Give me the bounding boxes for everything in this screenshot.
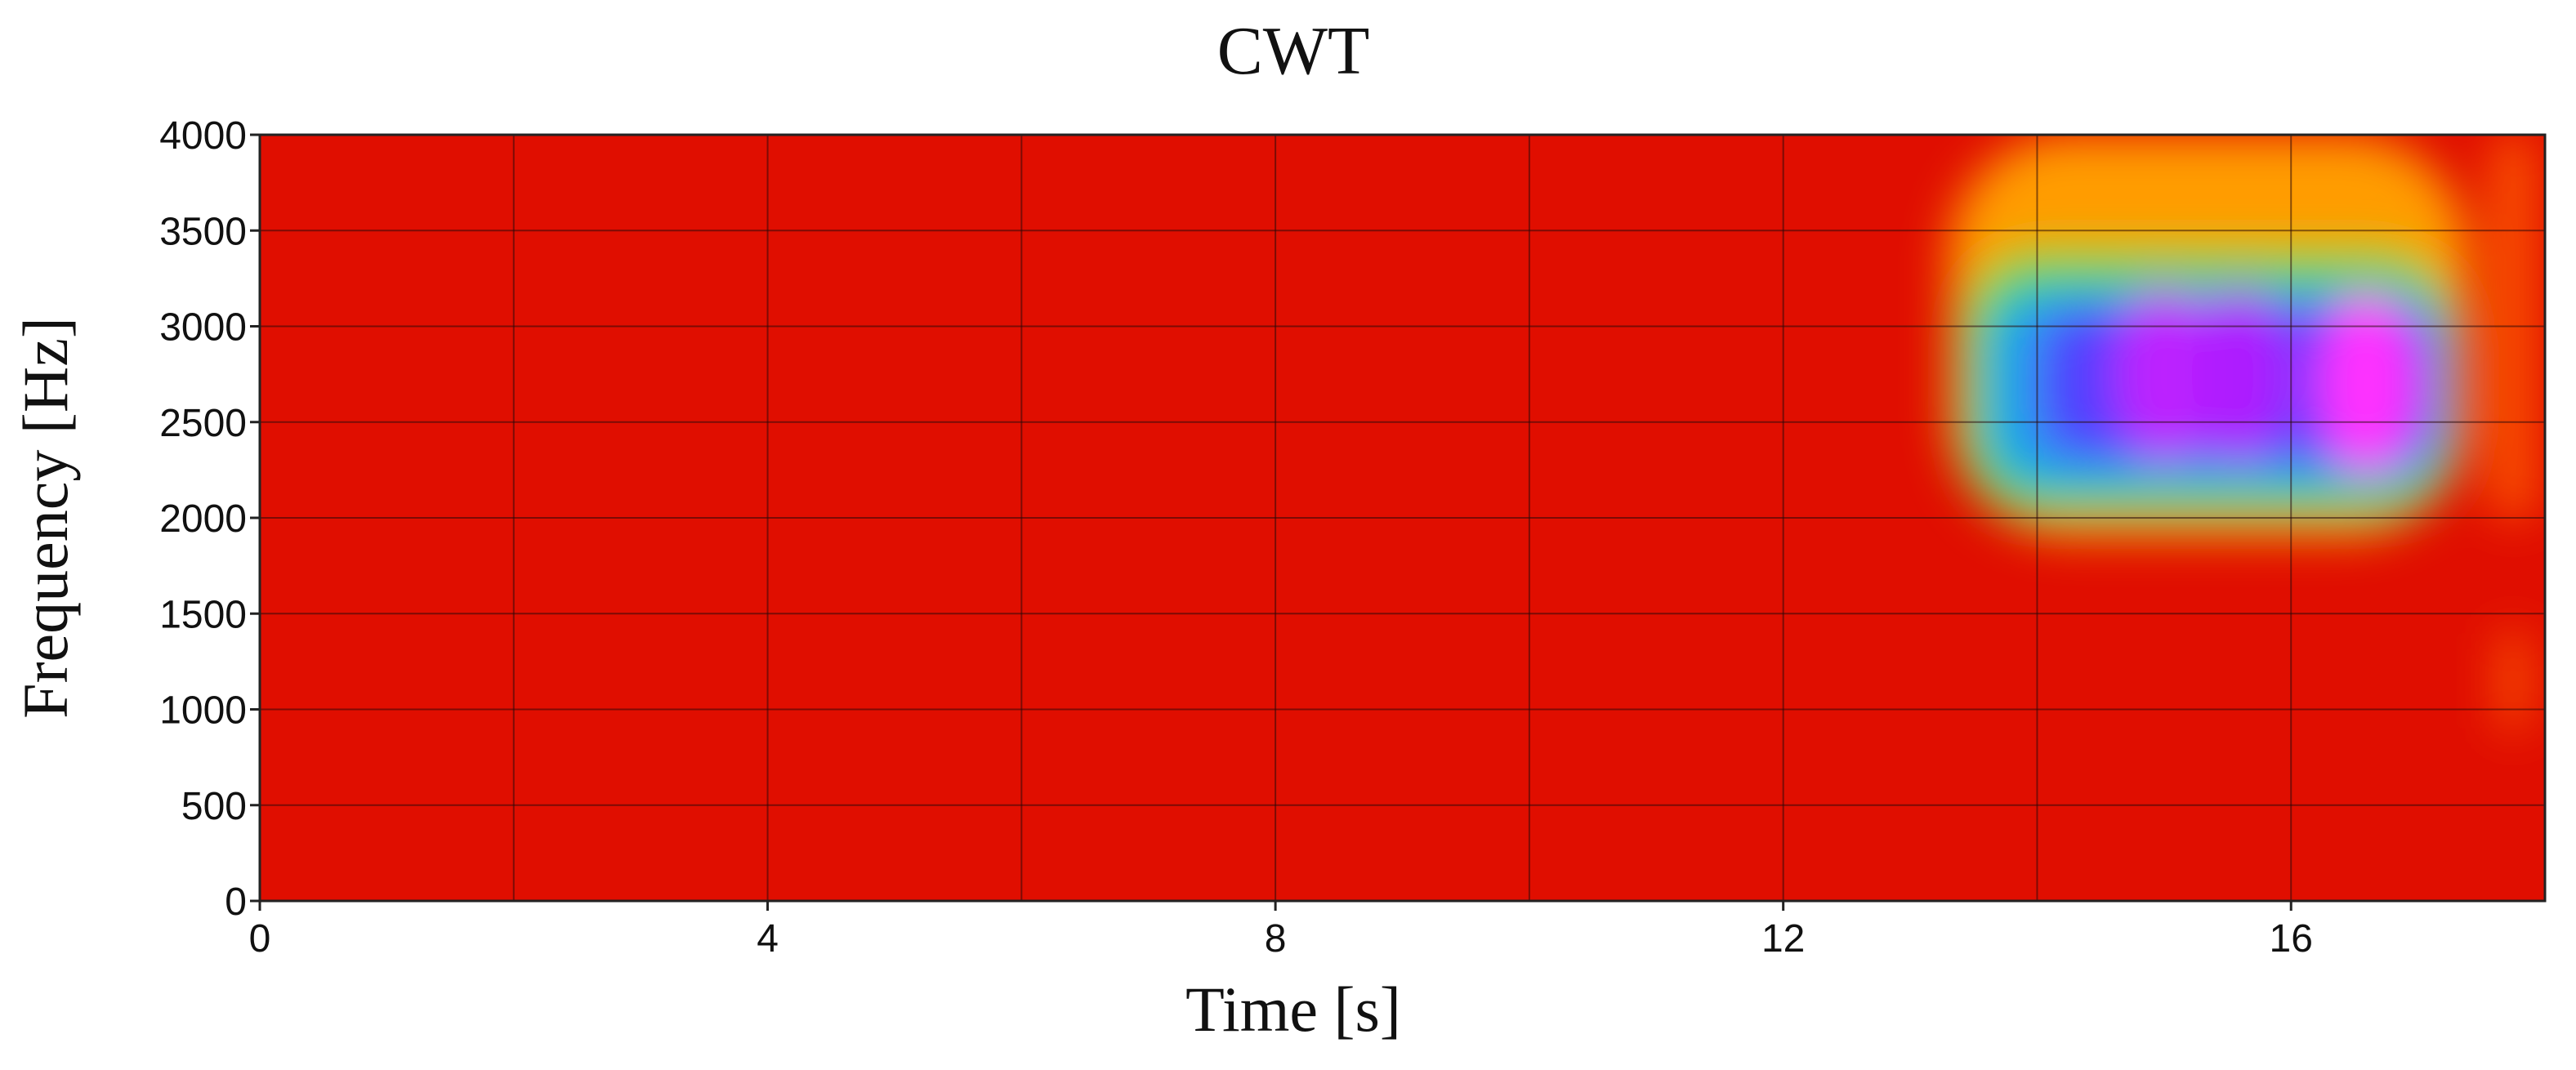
- x-axis-label: Time [s]: [1185, 974, 1401, 1045]
- y-tick-label: 1000: [159, 689, 247, 733]
- x-tick-label: 0: [249, 917, 271, 961]
- x-tick-label: 16: [2270, 917, 2313, 961]
- y-axis-ticks: 0 500 1000 1500 2000 2500 3000 3500 4000: [159, 114, 260, 924]
- heatmap-features: [1948, 135, 2533, 729]
- y-tick-label: 1500: [159, 593, 247, 636]
- plot-area: [258, 133, 2547, 903]
- y-tick-label: 500: [181, 785, 247, 828]
- y-tick-label: 3000: [159, 306, 247, 350]
- y-tick-label: 3500: [159, 210, 247, 253]
- heatmap-region-6: [2318, 293, 2417, 474]
- y-tick-label: 0: [225, 881, 247, 924]
- heatmap-region-4: [2114, 284, 2213, 465]
- y-tick-label: 2500: [159, 402, 247, 445]
- x-tick-label: 8: [1265, 917, 1287, 961]
- y-axis-label: Frequency [Hz]: [10, 317, 81, 719]
- heatmap-region-8: [2500, 632, 2526, 729]
- x-tick-label: 4: [757, 917, 779, 961]
- chart-title: CWT: [1217, 13, 1370, 89]
- y-tick-label: 4000: [159, 114, 247, 158]
- heatmap-region-5: [2191, 284, 2290, 465]
- x-tick-label: 12: [1761, 917, 1805, 961]
- x-axis-ticks: 0 4 8 12 16: [249, 901, 2313, 961]
- y-tick-label: 2000: [159, 497, 247, 541]
